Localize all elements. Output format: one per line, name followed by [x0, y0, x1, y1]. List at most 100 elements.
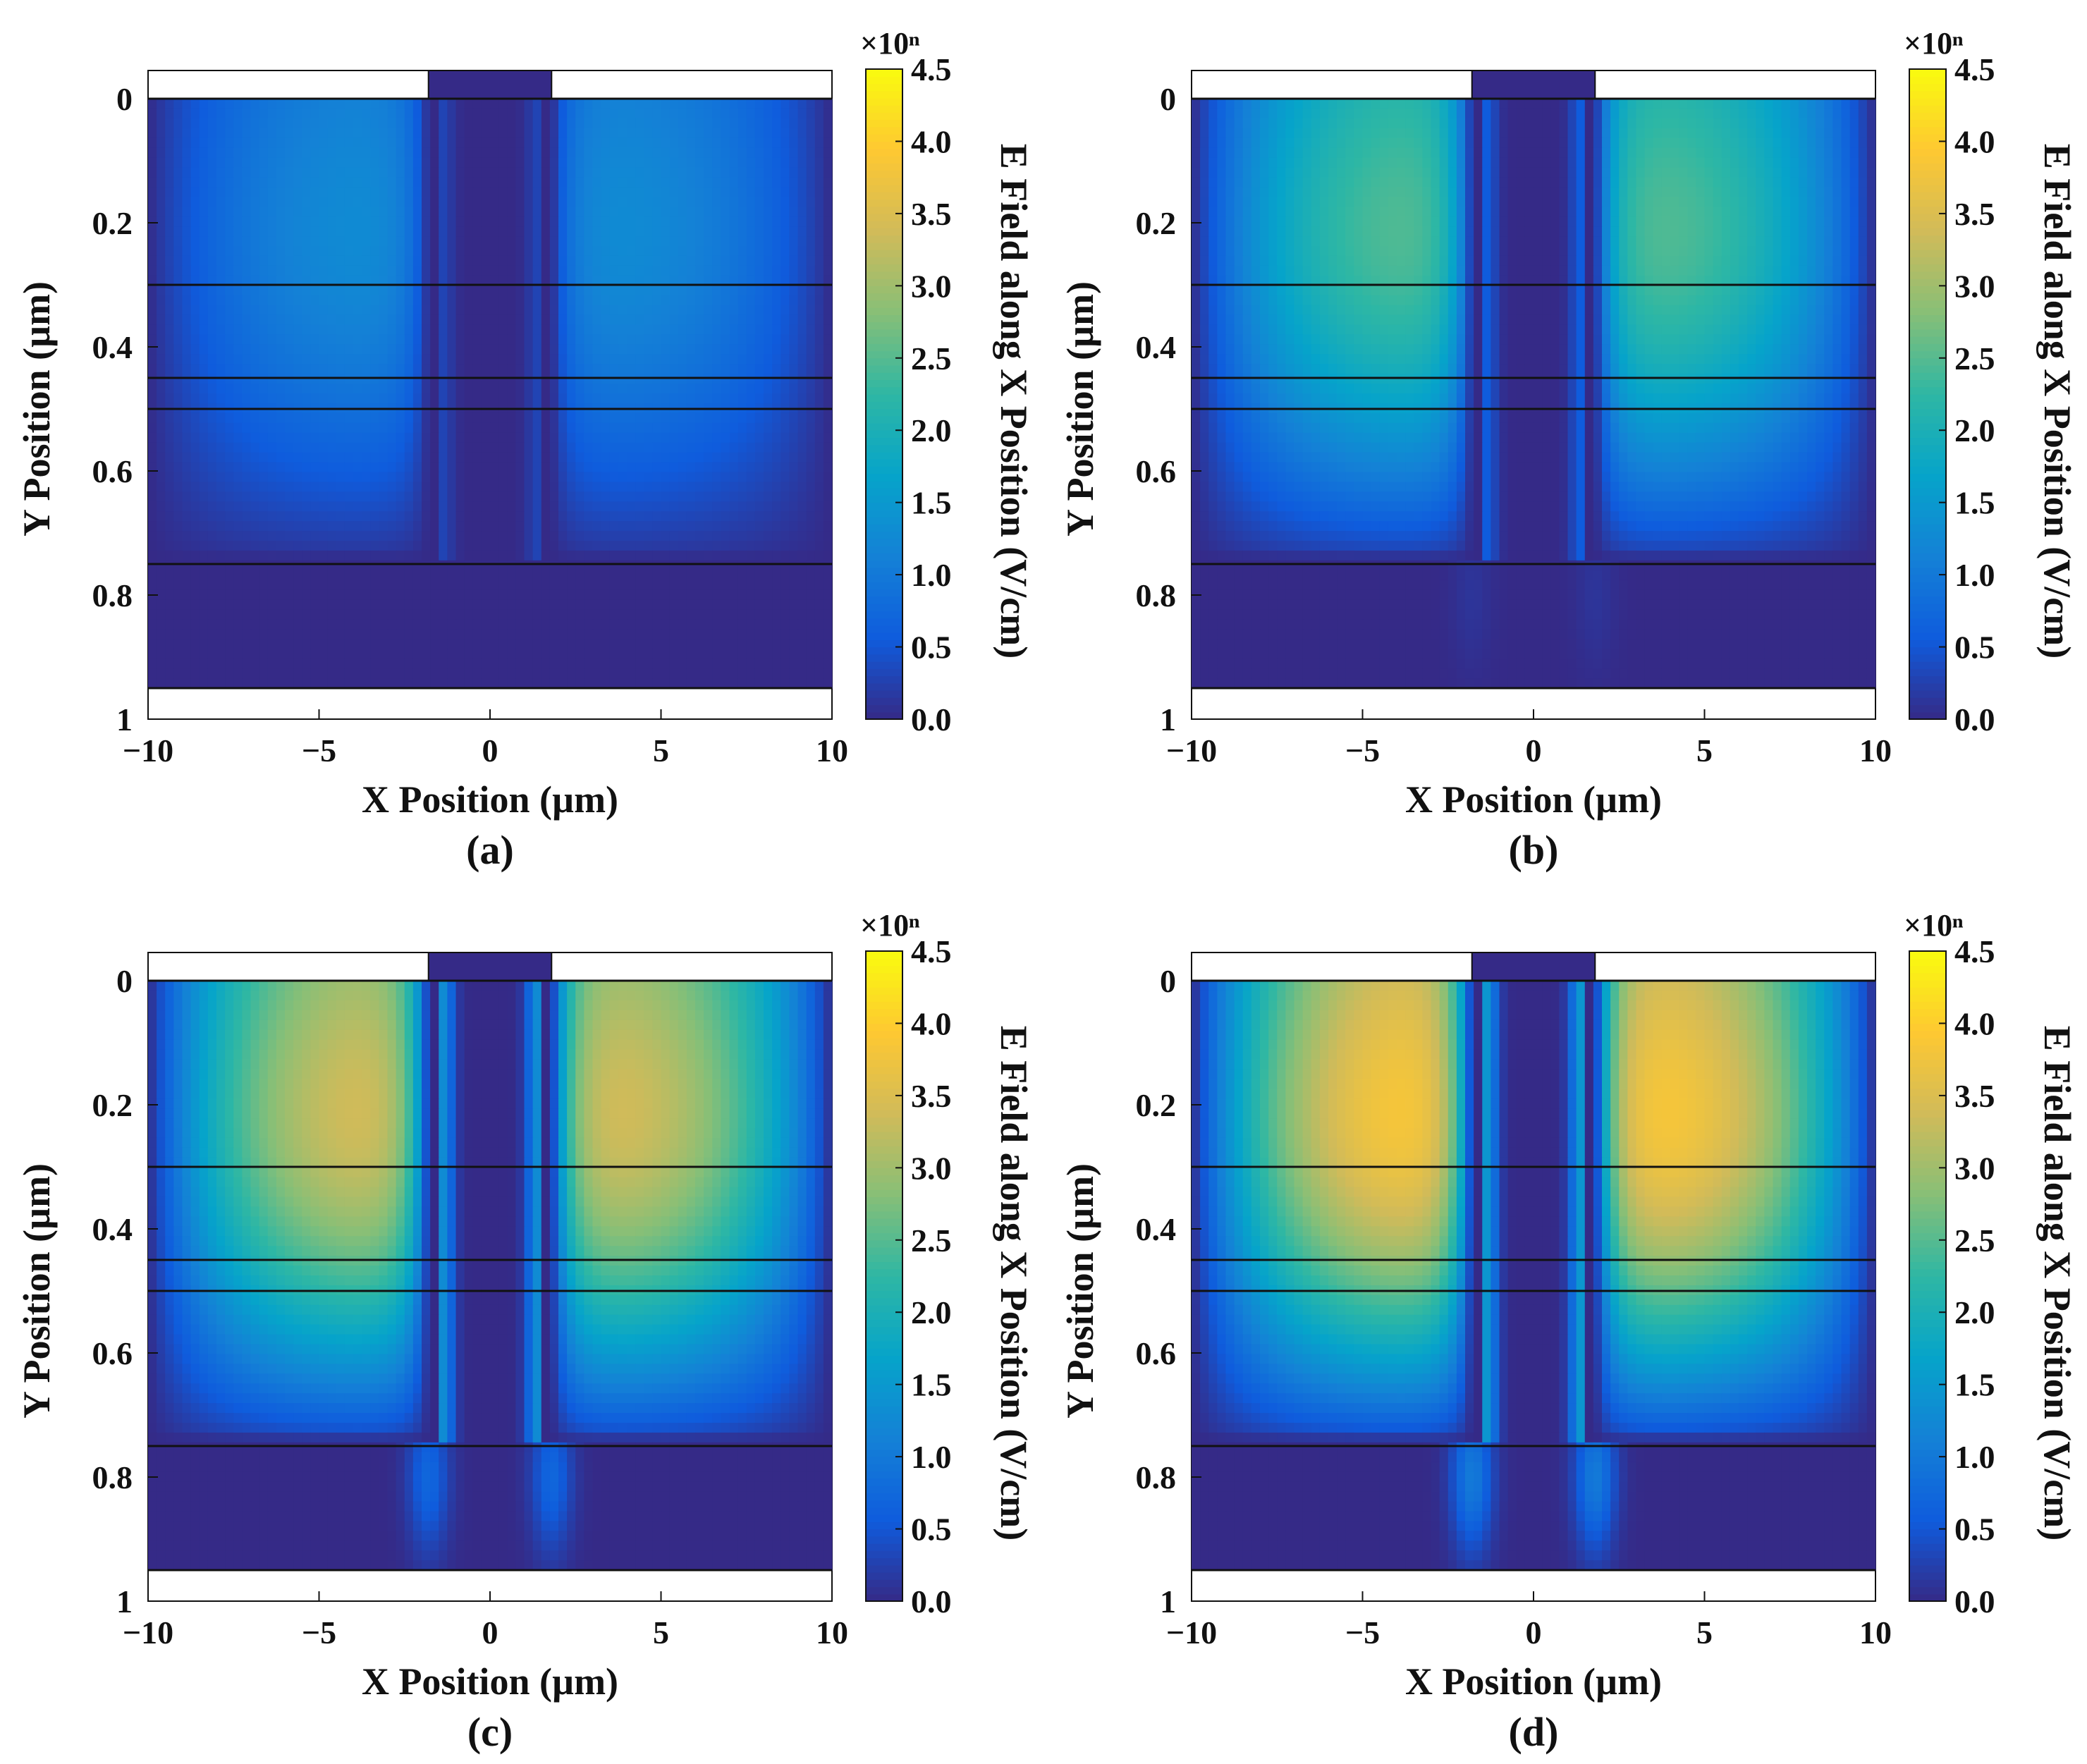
heatmap-cell — [789, 462, 799, 473]
heatmap-cell — [242, 364, 252, 374]
heatmap-cell — [1465, 99, 1474, 109]
heatmap-cell — [259, 560, 269, 571]
heatmap-cell — [173, 521, 183, 532]
heatmap-cell — [387, 177, 397, 188]
heatmap-cell — [789, 108, 799, 119]
heatmap-cell — [276, 501, 286, 512]
heatmap-cell — [772, 491, 781, 502]
heatmap-cell — [439, 236, 448, 247]
heatmap-cell — [422, 580, 431, 591]
heatmap-cell — [729, 678, 739, 689]
heatmap-cell — [772, 187, 781, 197]
heatmap-cell — [242, 678, 252, 689]
heatmap-cell — [412, 580, 422, 591]
heatmap-cell — [199, 236, 209, 247]
heatmap-cell — [387, 314, 397, 326]
heatmap-cell — [661, 531, 671, 541]
heatmap-cell — [481, 629, 491, 639]
heatmap-cell — [806, 354, 816, 365]
heatmap-cell — [216, 491, 226, 502]
heatmap-cell — [797, 216, 807, 227]
heatmap-cell — [233, 599, 243, 611]
heatmap-cell — [259, 246, 269, 257]
heatmap-cell — [541, 314, 551, 326]
heatmap-cell — [549, 187, 559, 197]
heatmap-cell — [336, 226, 345, 237]
heatmap-cell — [370, 570, 379, 581]
heatmap-cell — [789, 157, 799, 169]
heatmap-cell — [481, 531, 491, 541]
heatmap-cell — [412, 452, 422, 463]
heatmap-cell — [797, 393, 807, 404]
heatmap-cell — [797, 314, 807, 326]
heatmap-cell — [259, 344, 269, 355]
heatmap-cell — [669, 649, 679, 659]
colorbar-segment — [866, 495, 902, 503]
heatmap-cell — [422, 226, 431, 237]
heatmap-cell — [250, 384, 260, 394]
heatmap-cell — [173, 324, 183, 335]
heatmap-cell — [797, 255, 807, 267]
heatmap-cell — [157, 412, 166, 424]
heatmap-cell — [678, 305, 687, 316]
heatmap-cell — [165, 147, 174, 159]
heatmap-cell — [772, 668, 781, 679]
heatmap-cell — [267, 472, 277, 482]
heatmap-cell — [447, 393, 457, 404]
heatmap-cell — [353, 511, 362, 522]
heatmap-cell — [592, 265, 602, 276]
heatmap-cell — [592, 482, 602, 492]
heatmap-cell — [764, 364, 773, 374]
heatmap-cell — [157, 207, 166, 217]
heatmap-cell — [362, 412, 371, 424]
heatmap-cell — [618, 99, 628, 109]
heatmap-cell — [814, 668, 824, 679]
heatmap-cell — [635, 354, 644, 365]
heatmap-cell — [686, 580, 696, 591]
heatmap-cell — [532, 550, 542, 561]
heatmap-cell — [686, 99, 696, 109]
heatmap-cell — [422, 187, 431, 197]
heatmap-cell — [481, 99, 491, 109]
heatmap-cell — [772, 649, 781, 659]
heatmap-cell — [806, 472, 816, 482]
heatmap-cell — [644, 452, 653, 463]
heatmap-cell — [738, 501, 747, 512]
heatmap-cell — [558, 147, 568, 159]
heatmap-cell — [601, 167, 611, 178]
heatmap-cell — [635, 580, 644, 591]
heatmap-cell — [233, 511, 243, 522]
heatmap-cell — [336, 354, 345, 365]
heatmap-cell — [362, 197, 371, 207]
heatmap-cell — [541, 197, 551, 207]
heatmap-cell — [267, 187, 277, 197]
heatmap-cell — [618, 305, 628, 316]
heatmap-cell — [704, 285, 713, 296]
heatmap-cell — [353, 531, 362, 541]
heatmap-cell — [216, 659, 226, 669]
heatmap-cell — [472, 393, 482, 404]
x-tick-label: 10 — [816, 733, 848, 768]
heatmap-cell — [182, 412, 192, 424]
heatmap-cell — [199, 216, 209, 227]
heatmap-cell — [190, 659, 200, 669]
heatmap-cell — [362, 550, 371, 561]
heatmap-cell — [609, 422, 619, 434]
heatmap-cell — [233, 207, 243, 217]
heatmap-cell — [233, 639, 243, 649]
heatmap-cell — [644, 137, 653, 149]
heatmap-cell — [302, 550, 311, 561]
heatmap-cell — [669, 639, 679, 649]
heatmap-cell — [721, 599, 730, 611]
heatmap-cell — [396, 265, 405, 276]
heatmap-cell — [584, 99, 594, 109]
heatmap-cell — [644, 226, 653, 237]
heatmap-cell — [797, 649, 807, 659]
heatmap-cell — [190, 295, 200, 306]
heatmap-cell — [507, 255, 516, 267]
heatmap-cell — [695, 236, 704, 247]
heatmap-cell — [148, 147, 157, 159]
heatmap-cell — [207, 167, 217, 178]
heatmap-cell — [207, 275, 217, 286]
heatmap-cell — [669, 334, 679, 345]
